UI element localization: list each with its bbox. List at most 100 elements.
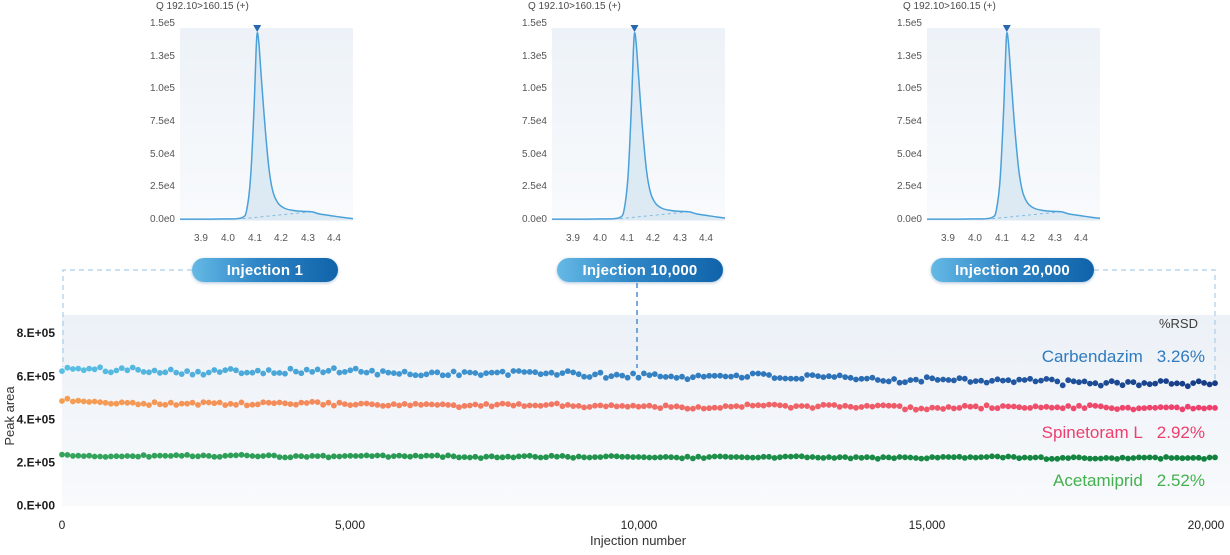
data-point <box>189 453 196 460</box>
data-point <box>543 370 549 377</box>
data-point <box>396 371 403 377</box>
data-point <box>173 452 180 459</box>
data-point <box>1021 405 1028 411</box>
data-point <box>809 372 816 378</box>
data-point <box>815 403 821 410</box>
data-point <box>282 400 288 407</box>
data-point <box>1174 404 1180 411</box>
data-point <box>309 453 316 459</box>
data-point <box>461 454 468 460</box>
inset-chart-3 <box>927 25 1100 221</box>
data-point <box>967 454 974 460</box>
inset-x-tick: 4.0 <box>593 233 607 244</box>
data-point <box>1097 382 1104 389</box>
data-point <box>923 455 930 462</box>
data-point <box>760 371 767 377</box>
data-point <box>70 366 76 372</box>
data-point <box>238 370 245 377</box>
data-point <box>885 378 892 385</box>
data-point <box>918 455 925 462</box>
data-point <box>733 372 740 379</box>
data-point <box>276 454 283 460</box>
data-point <box>331 402 337 409</box>
data-point <box>1032 454 1039 461</box>
data-point <box>657 454 664 461</box>
data-point <box>880 402 887 409</box>
data-point <box>129 364 136 371</box>
data-point <box>265 367 272 373</box>
data-point <box>293 453 299 459</box>
data-point <box>314 453 321 459</box>
data-point <box>983 402 990 409</box>
data-point <box>853 404 859 411</box>
inset-x-tick: 4.2 <box>646 233 660 244</box>
inset-y-tick: 1.0e5 <box>149 83 175 94</box>
data-point <box>249 401 256 408</box>
data-point <box>488 453 495 460</box>
data-point <box>140 369 147 375</box>
data-point <box>374 402 381 408</box>
data-point <box>728 454 734 460</box>
data-point <box>347 402 354 408</box>
data-point <box>891 376 897 382</box>
data-point <box>989 453 995 460</box>
data-point <box>276 399 283 406</box>
data-point <box>885 402 892 409</box>
data-point <box>97 453 103 460</box>
data-point <box>499 368 506 375</box>
data-point <box>1087 455 1093 462</box>
data-point <box>64 364 71 371</box>
inset-x-tick: 4.4 <box>699 233 713 244</box>
data-point <box>358 400 364 407</box>
injection-1-tag[interactable]: Injection 1 <box>192 258 338 282</box>
data-point <box>211 367 218 373</box>
peak-area-fill <box>927 32 1100 221</box>
data-point <box>1070 454 1077 461</box>
data-point <box>755 454 762 461</box>
data-point <box>113 367 120 374</box>
data-point <box>896 379 903 386</box>
x-tick-label: 5,000 <box>335 518 365 532</box>
series-name: Spinetoram L <box>1041 423 1143 442</box>
data-point <box>711 372 718 379</box>
data-point <box>173 402 180 408</box>
data-point <box>978 377 984 384</box>
data-point <box>592 454 598 460</box>
data-point <box>396 452 403 459</box>
data-point <box>1195 454 1202 461</box>
data-point <box>374 452 381 459</box>
data-point <box>700 373 707 380</box>
injection-20000-tag[interactable]: Injection 20,000 <box>931 258 1094 282</box>
data-point <box>564 402 571 408</box>
data-point <box>456 454 462 461</box>
data-point <box>80 453 87 459</box>
inset-chart-2 <box>552 25 725 221</box>
data-point <box>303 366 310 373</box>
data-point <box>477 403 484 409</box>
data-point <box>684 405 691 412</box>
inset-y-tick: 2.5e4 <box>521 181 547 192</box>
data-point <box>619 372 626 379</box>
injection-10000-tag[interactable]: Injection 10,000 <box>557 258 723 282</box>
data-point <box>641 370 647 377</box>
data-point <box>1054 455 1061 462</box>
data-point <box>722 373 729 380</box>
data-point <box>581 404 587 411</box>
data-point <box>189 371 196 378</box>
data-point <box>1016 455 1023 462</box>
data-point <box>907 454 914 461</box>
inset-y-tick: 5.0e4 <box>149 149 175 160</box>
data-point <box>1168 381 1175 387</box>
data-point <box>902 454 908 461</box>
x-tick-label: 0 <box>59 518 66 532</box>
data-point <box>706 372 713 379</box>
data-point <box>613 453 620 460</box>
data-point <box>472 453 479 460</box>
data-point <box>728 373 734 380</box>
data-point <box>798 403 805 409</box>
data-point <box>303 454 310 460</box>
data-point <box>1174 380 1180 387</box>
data-point <box>233 367 239 374</box>
data-point <box>358 368 364 375</box>
data-point <box>548 452 555 459</box>
